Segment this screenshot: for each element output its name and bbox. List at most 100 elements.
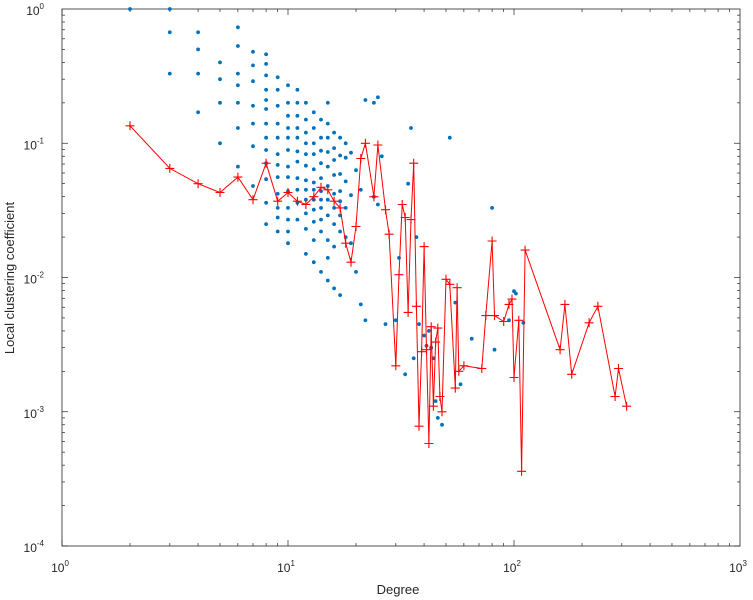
average-marker (417, 347, 427, 357)
scatter-point (304, 227, 308, 231)
scatter-point (196, 47, 201, 52)
average-marker (409, 158, 419, 168)
average-marker (403, 307, 413, 317)
scatter-point (286, 206, 290, 210)
scatter-point (167, 71, 172, 76)
scatter-point (304, 178, 308, 183)
average-marker (507, 294, 517, 304)
scatter-point (275, 206, 280, 210)
scatter-point (379, 154, 384, 159)
scatter-point (397, 256, 401, 260)
average-marker (584, 318, 594, 328)
scatter-point (363, 98, 368, 102)
tick-labels: 100 101 102 103 10-4 10-3 10-2 10-1 100 (24, 2, 748, 575)
scatter-point (325, 213, 330, 218)
scatter-point (319, 135, 323, 140)
x-tick-label: 101 (277, 559, 295, 575)
average-marker (490, 311, 499, 321)
y-tick-label: 100 (26, 2, 44, 18)
scatter-point (492, 347, 497, 352)
scatter-point (275, 229, 280, 234)
scatter-point (325, 121, 330, 126)
scatter-point (295, 187, 300, 192)
average-marker (261, 158, 271, 168)
average-marker (248, 195, 258, 205)
average-marker (431, 337, 441, 347)
scatter-point (376, 202, 380, 207)
average-marker (433, 323, 443, 333)
scatter-point (319, 117, 323, 122)
axes (61, 8, 741, 547)
average-marker (273, 196, 283, 206)
scatter-point (319, 206, 323, 210)
average-marker (346, 257, 356, 267)
scatter-point (286, 100, 290, 105)
average-marker (450, 383, 460, 393)
scatter-point (332, 158, 336, 162)
scatter-point (286, 148, 290, 152)
scatter-point (304, 163, 308, 168)
scatter-point (311, 126, 316, 130)
average-marker (381, 205, 390, 215)
average-marker (452, 283, 462, 293)
scatter-point (343, 141, 348, 146)
average-marker (414, 421, 424, 431)
average-marker (499, 317, 509, 326)
scatter-series (128, 7, 526, 427)
average-marker (373, 140, 383, 150)
scatter-point (338, 229, 342, 234)
scatter-point (251, 184, 255, 188)
scatter-point (236, 100, 240, 105)
scatter-point (196, 30, 201, 35)
scatter-point (338, 153, 342, 158)
scatter-point (332, 130, 336, 135)
average-marker (329, 196, 339, 206)
scatter-point (264, 177, 268, 182)
scatter-point (325, 278, 330, 283)
scatter-point (469, 336, 474, 341)
scatter-point (264, 148, 268, 152)
scatter-point (319, 197, 323, 202)
average-marker (520, 245, 530, 255)
scatter-point (286, 83, 290, 88)
scatter-point (295, 135, 300, 140)
scatter-point (304, 130, 308, 135)
scatter-point (251, 121, 255, 126)
scatter-point (236, 71, 240, 76)
scatter-point (411, 356, 416, 361)
average-marker (509, 373, 519, 382)
average-marker (369, 192, 379, 202)
scatter-point (521, 320, 526, 325)
scatter-point (325, 135, 330, 140)
scatter-point (376, 95, 380, 100)
average-marker (504, 299, 514, 309)
scatter-point (325, 100, 330, 105)
scatter-point (304, 197, 308, 202)
average-marker (435, 392, 445, 401)
average-marker (454, 366, 464, 376)
average-marker (459, 361, 469, 371)
scatter-point (304, 152, 308, 157)
average-marker (424, 439, 434, 448)
scatter-point (440, 422, 444, 427)
scatter-point (332, 222, 336, 227)
scatter-point (332, 173, 336, 177)
scatter-point (435, 416, 440, 420)
scatter-point (349, 150, 353, 155)
scatter-point (319, 270, 323, 274)
scatter-point (295, 149, 300, 154)
scatter-point (196, 71, 201, 76)
scatter-point (275, 87, 280, 92)
scatter-point (332, 146, 336, 151)
scatter-point (325, 164, 330, 169)
scatter-point (311, 187, 316, 192)
average-marker (481, 311, 491, 321)
average-marker (419, 242, 429, 252)
average-marker (165, 163, 175, 173)
scatter-point (275, 191, 280, 196)
scatter-point (325, 150, 330, 154)
average-marker (445, 279, 455, 289)
average-marker (400, 213, 410, 222)
average-line (129, 125, 628, 472)
average-marker (422, 345, 431, 355)
